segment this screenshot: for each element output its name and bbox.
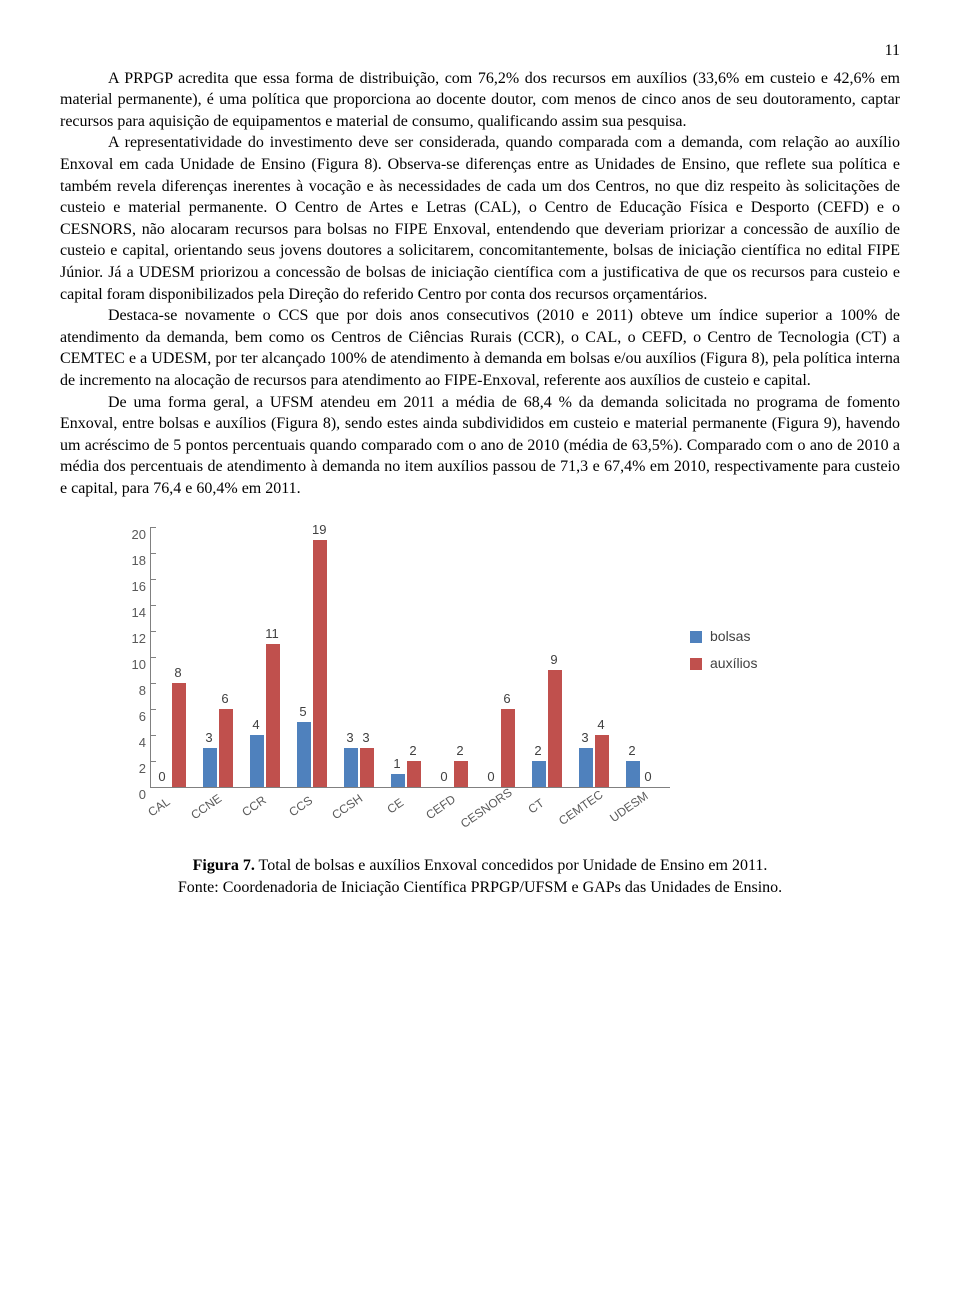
bar-auxilios <box>313 540 327 787</box>
body-paragraph-4: De uma forma geral, a UFSM atendeu em 20… <box>60 392 900 500</box>
bar-value-label: 6 <box>218 690 232 708</box>
bar-value-label: 1 <box>390 755 404 773</box>
bar-value-label: 11 <box>265 625 279 643</box>
bar-value-label: 3 <box>202 729 216 747</box>
y-tick-label: 10 <box>132 656 146 674</box>
y-tick-label: 8 <box>139 682 146 700</box>
y-tick-label: 4 <box>139 734 146 752</box>
bar-auxilios <box>172 683 186 787</box>
bar-auxilios <box>266 644 280 787</box>
bar-bolsas <box>626 761 640 787</box>
y-tick-mark <box>150 683 156 684</box>
bar-value-label: 3 <box>359 729 373 747</box>
y-tick-mark <box>150 579 156 580</box>
bar-value-label: 5 <box>296 703 310 721</box>
y-tick-mark <box>150 605 156 606</box>
legend: bolsas auxílios <box>690 627 757 681</box>
bar-auxilios <box>595 735 609 787</box>
bar-auxilios <box>548 670 562 787</box>
bar-value-label: 3 <box>578 729 592 747</box>
caption-bold: Figura 7. <box>193 857 255 874</box>
y-tick-label: 18 <box>132 552 146 570</box>
bar-chart: 02468101214161820 0836411519331202062934… <box>120 527 760 837</box>
legend-label-auxilios: auxílios <box>710 654 757 673</box>
chart-container: 02468101214161820 0836411519331202062934… <box>120 527 900 837</box>
y-axis: 02468101214161820 <box>120 527 150 787</box>
bar-bolsas <box>203 748 217 787</box>
bar-value-label: 4 <box>249 716 263 734</box>
bar-value-label: 9 <box>547 651 561 669</box>
bar-auxilios <box>501 709 515 787</box>
bar-value-label: 6 <box>500 690 514 708</box>
y-tick-mark <box>150 631 156 632</box>
legend-label-bolsas: bolsas <box>710 627 750 646</box>
bar-value-label: 2 <box>406 742 420 760</box>
page-number: 11 <box>60 40 900 62</box>
y-tick-label: 2 <box>139 760 146 778</box>
bar-bolsas <box>344 748 358 787</box>
y-tick-mark <box>150 657 156 658</box>
bar-value-label: 2 <box>625 742 639 760</box>
bar-bolsas <box>297 722 311 787</box>
bar-bolsas <box>391 774 405 787</box>
y-tick-label: 20 <box>132 526 146 544</box>
bar-value-label: 19 <box>312 521 326 539</box>
plot-area: 083641151933120206293420 <box>150 527 670 787</box>
bar-value-label: 3 <box>343 729 357 747</box>
legend-item-bolsas: bolsas <box>690 627 757 646</box>
legend-swatch-bolsas <box>690 631 702 643</box>
y-tick-mark <box>150 709 156 710</box>
bar-value-label: 8 <box>171 664 185 682</box>
legend-item-auxilios: auxílios <box>690 654 757 673</box>
y-tick-mark <box>150 553 156 554</box>
bar-auxilios <box>219 709 233 787</box>
body-paragraph-3: Destaca-se novamente o CCS que por dois … <box>60 305 900 391</box>
legend-swatch-auxilios <box>690 658 702 670</box>
y-tick-mark <box>150 761 156 762</box>
bar-value-label: 0 <box>484 768 498 786</box>
y-tick-label: 6 <box>139 708 146 726</box>
caption-rest: Total de bolsas e auxílios Enxoval conce… <box>255 857 768 874</box>
caption-source: Fonte: Coordenadoria de Iniciação Cientí… <box>60 877 900 899</box>
bar-value-label: 2 <box>531 742 545 760</box>
y-tick-mark <box>150 735 156 736</box>
y-tick-label: 14 <box>132 604 146 622</box>
y-tick-label: 12 <box>132 630 146 648</box>
y-tick-label: 0 <box>139 786 146 804</box>
y-tick-label: 16 <box>132 578 146 596</box>
y-tick-mark <box>150 527 156 528</box>
bar-bolsas <box>532 761 546 787</box>
y-tick-mark <box>150 787 156 788</box>
figure-caption: Figura 7. Total de bolsas e auxílios Enx… <box>60 855 900 898</box>
bar-value-label: 2 <box>453 742 467 760</box>
bar-value-label: 4 <box>594 716 608 734</box>
bar-value-label: 0 <box>155 768 169 786</box>
body-paragraph-1: A PRPGP acredita que essa forma de distr… <box>60 68 900 133</box>
body-paragraph-2: A representatividade do investimento dev… <box>60 132 900 305</box>
bar-bolsas <box>250 735 264 787</box>
